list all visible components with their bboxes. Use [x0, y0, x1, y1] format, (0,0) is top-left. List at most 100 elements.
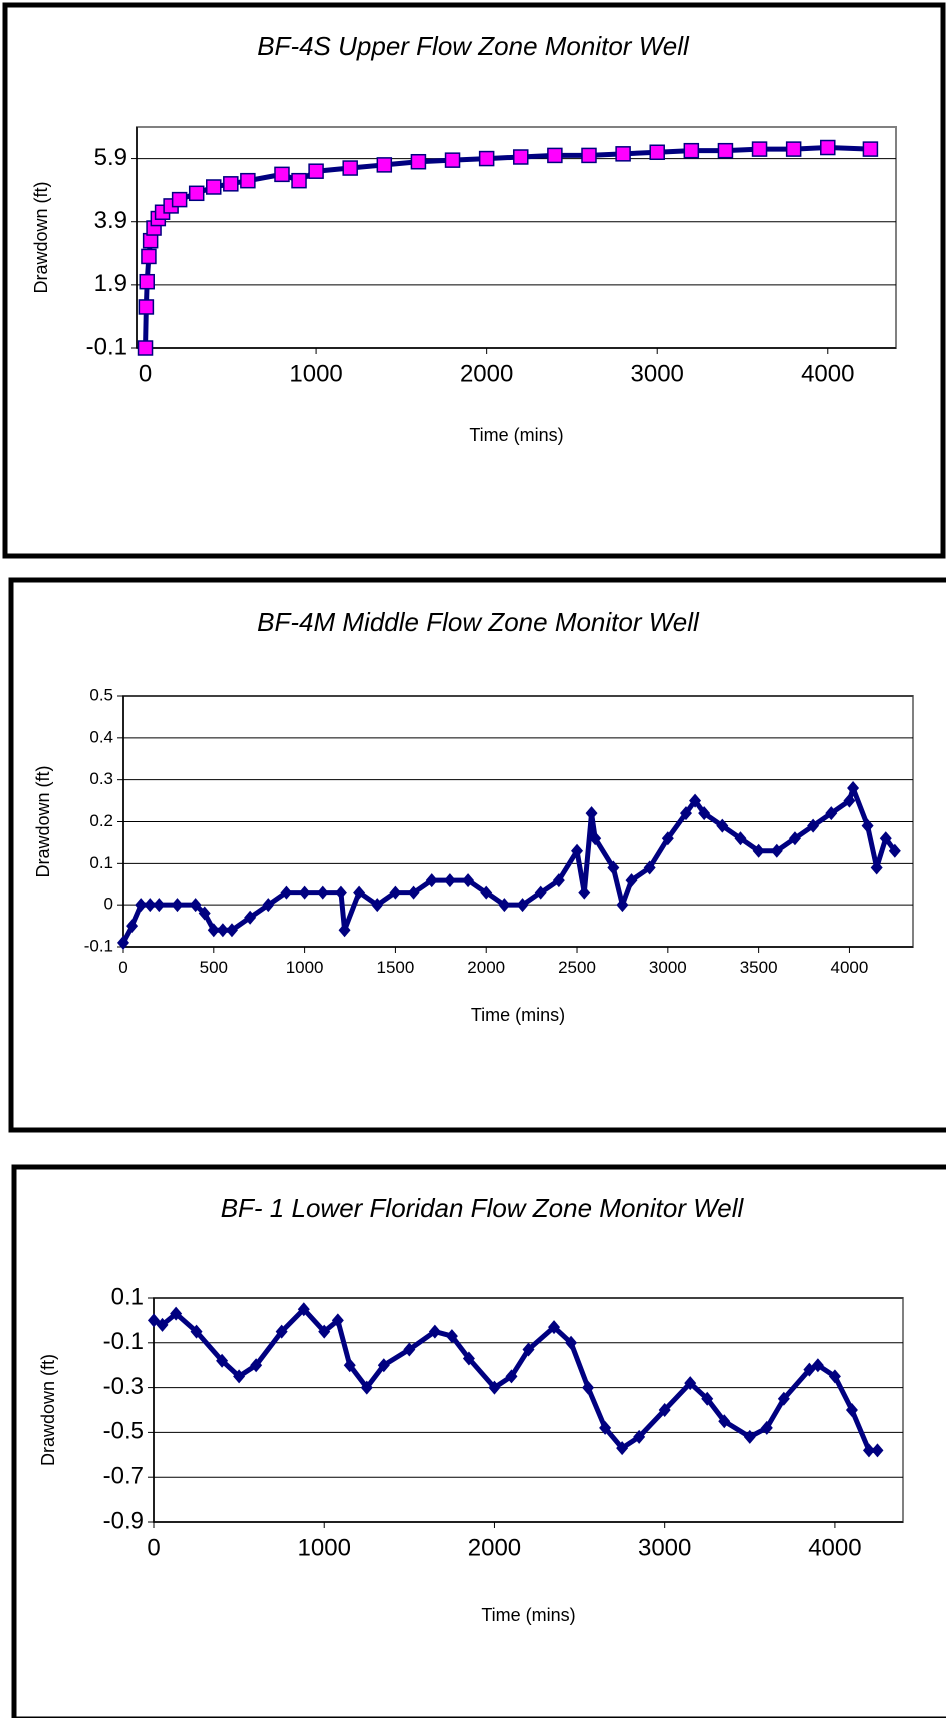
marker	[888, 843, 901, 858]
marker	[683, 142, 700, 159]
marker	[825, 806, 838, 821]
marker	[376, 157, 393, 173]
x-tick-label: 3000	[649, 958, 687, 977]
marker	[684, 1376, 697, 1391]
marker	[153, 898, 166, 913]
marker	[139, 273, 155, 290]
marker	[581, 147, 597, 164]
marker	[843, 793, 856, 808]
y-tick-label: 0.1	[89, 853, 113, 872]
marker	[274, 166, 290, 183]
y-tick-label: -0.1	[84, 936, 113, 955]
marker	[216, 1353, 229, 1368]
marker	[552, 873, 565, 888]
marker	[316, 885, 329, 900]
x-tick-label: 2500	[558, 958, 596, 977]
marker	[847, 781, 860, 796]
marker	[803, 1362, 816, 1377]
x-axis-label: Time (mins)	[481, 1605, 575, 1625]
marker	[565, 1335, 578, 1350]
marker	[582, 1380, 595, 1395]
marker	[244, 910, 257, 925]
marker	[616, 1441, 629, 1456]
marker	[522, 1342, 535, 1357]
chart-title: BF-4S Upper Flow Zone Monitor Well	[257, 31, 690, 61]
x-tick-label: 2000	[467, 958, 505, 977]
y-tick-label: 1.9	[94, 270, 127, 297]
marker	[661, 831, 674, 846]
marker	[240, 172, 256, 189]
marker	[751, 141, 768, 157]
marker	[148, 1313, 160, 1328]
marker	[171, 898, 184, 913]
x-tick-label: 4000	[801, 361, 854, 388]
marker	[649, 144, 665, 161]
marker	[616, 898, 629, 913]
marker	[701, 1391, 714, 1406]
x-tick-label: 1000	[298, 1535, 351, 1562]
marker	[716, 818, 729, 833]
marker	[225, 923, 238, 938]
marker	[338, 923, 351, 938]
x-tick-label: 0	[118, 958, 127, 977]
marker	[443, 873, 456, 888]
marker	[607, 860, 620, 875]
x-axis-label: Time (mins)	[469, 425, 563, 445]
marker	[589, 831, 602, 846]
marker	[188, 185, 205, 202]
marker	[505, 1369, 518, 1384]
marker	[291, 172, 307, 189]
marker	[717, 142, 734, 159]
marker	[342, 160, 358, 176]
x-tick-label: 3000	[631, 361, 684, 388]
marker	[318, 1324, 331, 1339]
marker	[343, 1358, 356, 1373]
y-tick-label: -0.9	[103, 1507, 144, 1534]
marker	[410, 153, 427, 170]
x-tick-label: 4000	[831, 958, 869, 977]
y-tick-label: 0.1	[111, 1283, 144, 1310]
marker	[547, 147, 563, 164]
marker	[788, 831, 801, 846]
marker	[571, 843, 584, 858]
marker	[548, 1320, 561, 1335]
marker	[679, 806, 692, 821]
y-tick-label: 3.9	[94, 207, 127, 234]
marker	[262, 898, 275, 913]
marker	[135, 898, 148, 913]
marker	[734, 831, 747, 846]
y-tick-label: -0.7	[103, 1463, 144, 1490]
marker	[743, 1429, 756, 1444]
marker	[425, 873, 438, 888]
marker	[534, 885, 547, 900]
marker	[207, 923, 220, 938]
x-tick-label: 0	[147, 1535, 160, 1562]
marker	[170, 1306, 183, 1321]
marker	[820, 139, 836, 156]
y-tick-label: 0.3	[89, 769, 113, 788]
y-tick-label: -0.3	[103, 1373, 144, 1400]
chart-title: BF- 1 Lower Floridan Flow Zone Monitor W…	[221, 1193, 745, 1223]
series-line	[152, 1306, 878, 1453]
marker	[280, 885, 293, 900]
marker	[871, 1443, 884, 1458]
marker	[760, 1420, 773, 1435]
y-axis-label: Drawdown (ft)	[31, 181, 51, 293]
marker	[137, 340, 154, 356]
marker	[585, 806, 598, 821]
marker	[216, 923, 229, 938]
x-tick-label: 1000	[289, 361, 342, 388]
marker	[444, 152, 461, 168]
marker	[403, 1342, 416, 1357]
marker	[807, 818, 820, 833]
marker	[353, 885, 366, 900]
x-tick-label: 3500	[740, 958, 778, 977]
marker	[189, 898, 202, 913]
marker	[599, 1420, 612, 1435]
y-tick-label: 0.4	[89, 727, 113, 746]
marker	[478, 150, 495, 167]
marker	[625, 873, 638, 888]
marker	[250, 1358, 263, 1373]
marker	[156, 1317, 169, 1332]
